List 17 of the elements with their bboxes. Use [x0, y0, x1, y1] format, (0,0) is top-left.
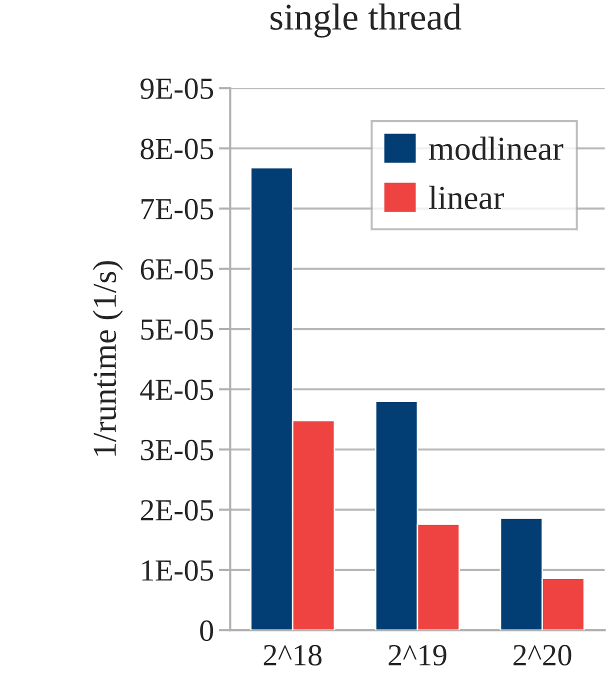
- chart-title: single thread: [270, 3, 462, 38]
- y-tick-label: 7E-05: [142, 198, 214, 220]
- legend-label: linear: [429, 186, 504, 210]
- y-tick-label: 4E-05: [140, 380, 214, 400]
- x-tick-label: 2^18: [264, 644, 322, 666]
- y-tick-label: 0: [200, 620, 214, 642]
- y-axis-title: 1/runtime (1/s): [92, 261, 123, 456]
- y-tick-label: 6E-05: [140, 259, 214, 280]
- y-tick-label: 1E-05: [142, 560, 214, 581]
- y-tick-label: 2E-05: [140, 500, 214, 521]
- y-tick-label: 5E-05: [141, 319, 214, 340]
- x-tick-label: 2^19: [388, 645, 446, 666]
- legend-label: modlinear: [429, 136, 564, 160]
- y-tick-label: 8E-05: [140, 138, 214, 160]
- x-tick-label: 2^20: [514, 644, 572, 666]
- y-tick-label: 3E-05: [141, 440, 214, 460]
- y-tick-label: 9E-05: [140, 78, 214, 100]
